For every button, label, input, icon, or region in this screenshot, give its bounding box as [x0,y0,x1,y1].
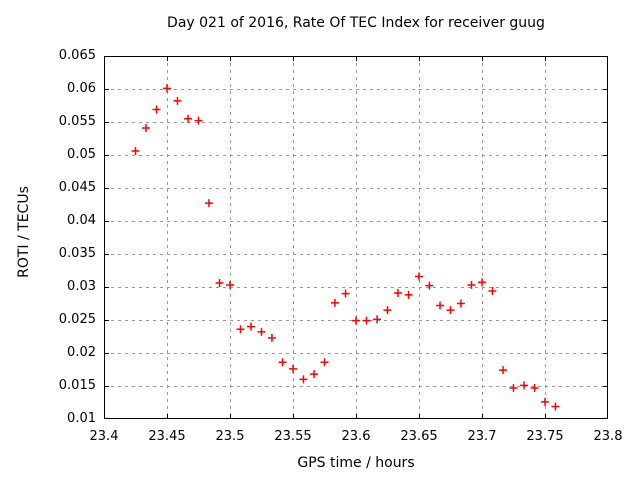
data-point [467,281,476,290]
data-point [415,272,423,281]
data-point [519,381,528,390]
data-point [509,383,518,392]
y-tick-label: 0.05 [67,147,96,162]
y-tick-label: 0.015 [58,378,96,393]
data-point [456,299,465,308]
data-point [341,289,350,298]
data-point [184,114,193,123]
x-tick-label: 23.65 [400,429,438,444]
x-tick-label: 23.55 [274,429,312,444]
data-point [247,322,256,331]
x-tick-label: 23.6 [341,429,371,444]
data-point [499,366,508,375]
data-point [267,333,276,342]
x-tick-label: 23.5 [215,429,245,444]
data-point [551,402,560,411]
y-tick-label: 0.065 [58,48,96,63]
plot-canvas [104,56,608,419]
data-point [236,325,245,334]
y-tick-label: 0.01 [67,411,96,426]
y-tick-label: 0.02 [67,345,96,360]
data-point [278,358,287,367]
data-point [204,199,213,208]
data-point [163,84,171,93]
data-point [226,281,234,290]
data-point [488,286,497,295]
data-point [478,278,486,287]
data-point [289,364,297,373]
data-point [257,327,266,336]
y-tick-label: 0.04 [67,213,96,228]
y-tick-label: 0.055 [58,114,96,129]
x-tick-label: 23.7 [467,429,497,444]
chart-title: Day 021 of 2016, Rate Of TEC Index for r… [167,15,545,31]
y-tick-label: 0.035 [58,246,96,261]
data-point [194,116,203,125]
plot-border [104,56,608,419]
x-tick-label: 23.45 [148,429,186,444]
data-point [152,105,161,114]
data-point [446,306,455,315]
y-tick-label: 0.06 [67,81,96,96]
data-point [215,279,224,288]
data-point [330,298,339,307]
y-tick-label: 0.03 [67,279,96,294]
data-point [425,281,434,290]
data-point [310,370,319,379]
data-point [541,397,549,406]
data-point [530,383,539,392]
data-point [173,96,182,105]
data-point [299,375,308,384]
x-tick-label: 23.8 [593,429,623,444]
data-point [320,358,329,367]
x-axis-label: GPS time / hours [297,455,415,471]
data-point [436,301,445,310]
data-point [373,315,382,324]
data-point [131,147,140,156]
data-point [404,290,413,299]
y-tick-label: 0.025 [58,312,96,327]
data-point [362,316,371,325]
y-axis-label: ROTI / TECUs [16,186,32,278]
y-tick-label: 0.045 [58,180,96,195]
x-tick-label: 23.75 [526,429,564,444]
x-tick-label: 23.4 [89,429,119,444]
data-point [393,288,402,297]
data-point [352,316,360,325]
data-point [141,123,150,132]
data-point [383,306,392,315]
plot-area [104,56,608,419]
